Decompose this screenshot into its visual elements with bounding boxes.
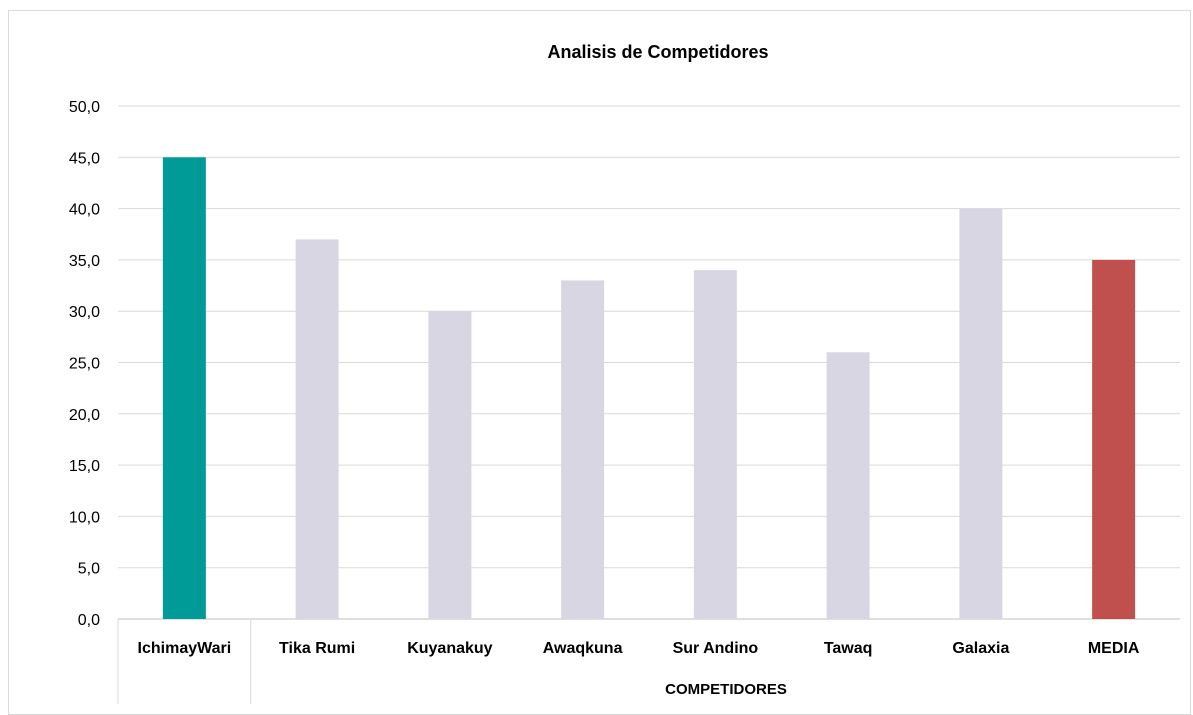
bar-galaxia [959, 208, 1003, 619]
bar-media [1092, 259, 1136, 619]
bar-sur-andino [693, 270, 737, 619]
y-tick-label: 30,0 [69, 304, 100, 321]
y-tick-label: 45,0 [69, 150, 100, 167]
y-tick-label: 35,0 [69, 253, 100, 270]
y-tick-label: 20,0 [69, 407, 100, 424]
bar-ichimaywari [162, 157, 206, 620]
y-tick-label: 15,0 [69, 458, 100, 475]
y-tick-label: 50,0 [69, 99, 100, 116]
x-tick-label: IchimayWari [138, 640, 232, 657]
bar-awaqkuna [561, 280, 605, 619]
x-tick-label: MEDIA [1088, 640, 1140, 657]
x-tick-label: Tika Rumi [279, 640, 355, 657]
y-tick-label: 0,0 [78, 612, 100, 629]
y-tick-label: 25,0 [69, 356, 100, 373]
y-axis-ticks: 0,0 5,0 10,0 15,0 20,0 25,0 30,0 35,0 40,0 45,0 50… [69, 99, 100, 629]
bar-tawaq [826, 352, 870, 619]
x-axis: IchimayWari Tika Rumi Kuyanakuy Awaqkuna Sur… [117, 619, 1140, 704]
x-tick-label: Galaxia [952, 640, 1009, 657]
bar-tika-rumi [295, 239, 339, 619]
y-tick-label: 5,0 [78, 561, 100, 578]
x-tick-label: Tawaq [824, 640, 873, 657]
x-tick-label: Awaqkuna [543, 640, 623, 657]
bars [162, 157, 1136, 620]
x-axis-label: COMPETIDORES [665, 681, 787, 698]
x-tick-label: Sur Andino [673, 640, 759, 657]
bar-kuyanakuy [428, 311, 472, 619]
gridlines [118, 105, 1180, 620]
y-tick-label: 10,0 [69, 509, 100, 526]
chart-title: Analisis de Competidores [547, 42, 768, 62]
y-tick-label: 40,0 [69, 202, 100, 219]
x-tick-label: Kuyanakuy [407, 640, 492, 657]
